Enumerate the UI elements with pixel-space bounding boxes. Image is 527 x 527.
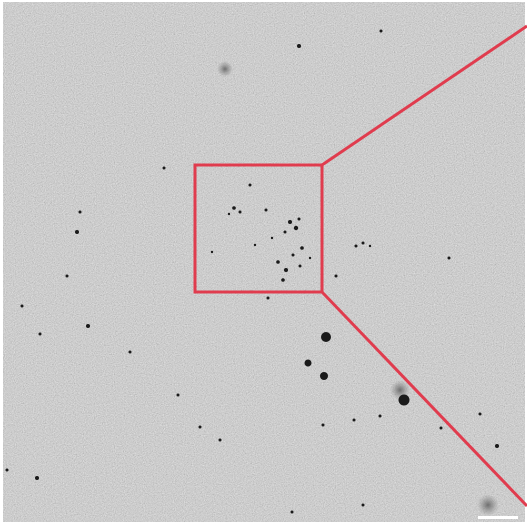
page: (() => { const data = JSON.parse(documen… — [0, 0, 527, 527]
micrograph — [0, 0, 527, 527]
scale-bar — [478, 516, 518, 519]
